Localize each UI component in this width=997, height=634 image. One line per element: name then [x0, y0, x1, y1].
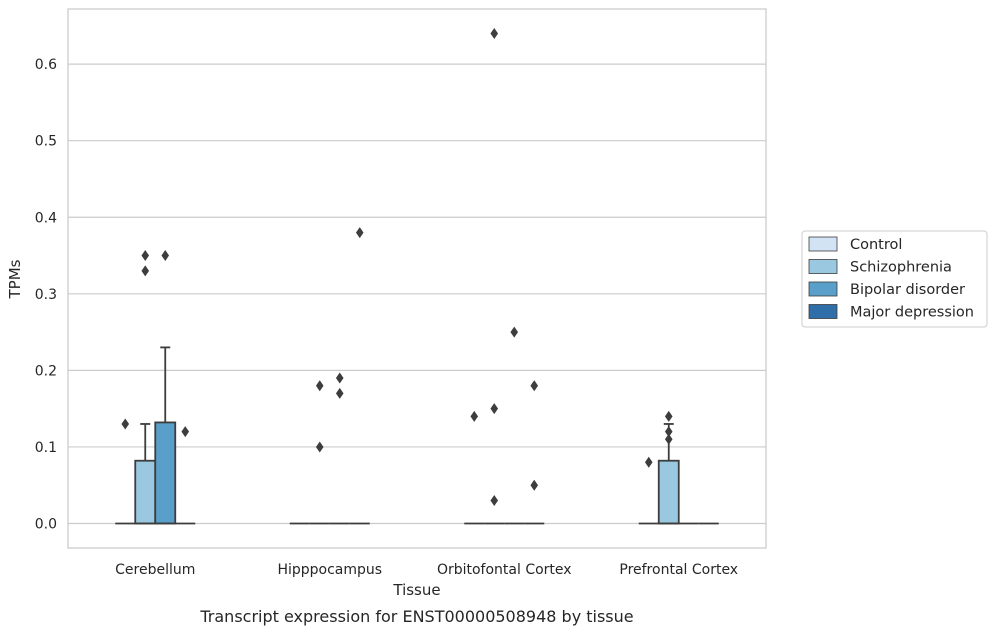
chart-caption: Transcript expression for ENST0000050894… [199, 607, 633, 626]
box-body [657, 459, 680, 525]
outlier-point [664, 433, 673, 445]
y-tick-label: 0.2 [35, 363, 57, 379]
outlier-point [644, 456, 653, 468]
outlier-point [530, 479, 539, 491]
box-layer [115, 346, 719, 525]
x-tick-label: Prefrontal Cortex [619, 562, 738, 578]
legend-items: Control Schizophrenia Bipolar disorder Majo… [808, 236, 974, 321]
outlier-point [161, 250, 170, 262]
x-axis-label: Tissue [392, 581, 440, 599]
outlier-layer [121, 28, 673, 507]
y-tick-label: 0.4 [35, 210, 57, 226]
outlier-point [315, 380, 324, 392]
legend-label: Schizophrenia [850, 260, 952, 276]
outlier-point [664, 410, 673, 422]
outlier-point [510, 326, 519, 338]
outlier-point [490, 403, 499, 415]
outlier-point [121, 418, 130, 430]
outlier-point [335, 387, 344, 399]
outlier-point [470, 410, 479, 422]
x-tick-label: Orbitofontal Cortex [437, 562, 572, 578]
outlier-point [664, 426, 673, 438]
legend-swatch [808, 281, 838, 297]
y-tick-label: 0.5 [35, 134, 57, 150]
x-tick-label: Cerebellum [115, 562, 195, 578]
y-tick-label: 0.3 [35, 287, 57, 303]
outlier-point [141, 265, 150, 277]
legend-swatch [808, 236, 838, 252]
legend: Control Schizophrenia Bipolar disorder Majo… [801, 230, 988, 328]
x-tick-labels: Cerebellum Hipppocampus Orbitofontal Corte… [115, 562, 738, 578]
legend-label: Bipolar disorder [850, 282, 965, 298]
legend-swatch [808, 259, 838, 274]
x-tick-label: Hipppocampus [277, 562, 382, 578]
y-axis-label: TPMs [6, 259, 24, 299]
grid-layer [68, 63, 766, 525]
box-body [134, 459, 157, 525]
box-1 [134, 423, 157, 525]
outlier-point [530, 380, 539, 392]
y-tick-label: 0.1 [35, 440, 57, 456]
y-tick-labels: 0.0 0.1 0.2 0.3 0.4 0.5 0.6 [35, 57, 57, 532]
legend-swatch [808, 304, 838, 319]
outlier-point [141, 250, 150, 262]
y-tick-label: 0.0 [35, 517, 57, 533]
plot-frame [67, 8, 767, 549]
outlier-point [490, 28, 499, 39]
outlier-point [490, 495, 499, 507]
legend-label: Control [850, 237, 902, 253]
box-body [154, 421, 177, 525]
outlier-point [181, 426, 190, 438]
legend-label: Major depression [850, 305, 974, 321]
legend-frame [801, 230, 988, 328]
box-2 [154, 346, 177, 525]
outlier-point [355, 227, 364, 239]
y-tick-label: 0.6 [35, 57, 57, 73]
outlier-point [335, 372, 344, 384]
outlier-point [315, 441, 324, 453]
